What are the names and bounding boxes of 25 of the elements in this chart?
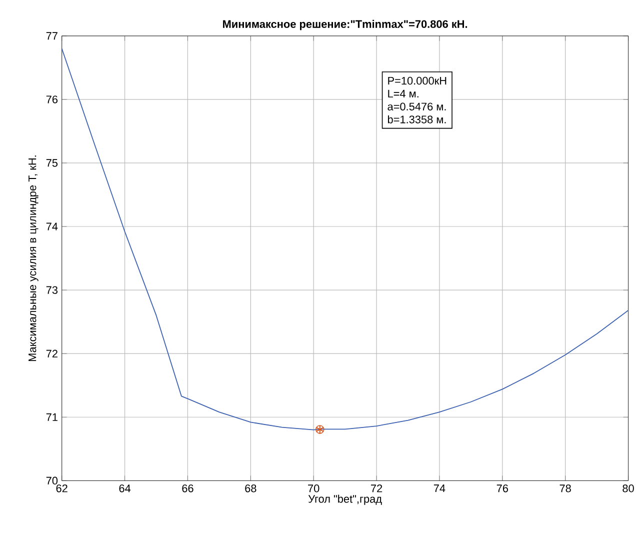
y-tick-label: 72 xyxy=(46,350,58,358)
annotation: P=10.000кН xyxy=(388,77,446,85)
y-tick-label: 73 xyxy=(46,286,58,294)
annotation: b=1.3358 м. xyxy=(388,116,446,124)
x-tick-label: 66 xyxy=(182,484,194,492)
y-tick-label: 76 xyxy=(46,96,58,104)
x-tick-label: 80 xyxy=(622,484,634,492)
y-tick-label: 71 xyxy=(46,414,58,422)
y-tick-label: 77 xyxy=(46,32,58,40)
y-axis-title: Максимальные усилия в цилиндре T, кН. xyxy=(28,156,38,362)
y-tick-label: 70 xyxy=(46,477,58,485)
x-tick-label: 74 xyxy=(434,484,446,492)
x-tick-label: 64 xyxy=(119,484,131,492)
annotation: a=0.5476 м. xyxy=(388,102,446,111)
x-tick-label: 72 xyxy=(371,484,382,492)
x-tick-label: 78 xyxy=(560,484,571,492)
annotation: L=4 м. xyxy=(388,90,418,98)
x-tick-label: 62 xyxy=(56,484,68,492)
x-tick-label: 70 xyxy=(308,484,320,492)
x-tick-label: 76 xyxy=(496,484,508,492)
x-axis-title: Угол "bet",град xyxy=(308,494,382,506)
chart-title: Минимаксное решение:"Tminmax"=70.806 кН. xyxy=(223,20,468,30)
y-tick-label: 75 xyxy=(46,159,58,168)
y-tick-label: 74 xyxy=(46,223,58,231)
x-tick-label: 68 xyxy=(245,484,256,492)
